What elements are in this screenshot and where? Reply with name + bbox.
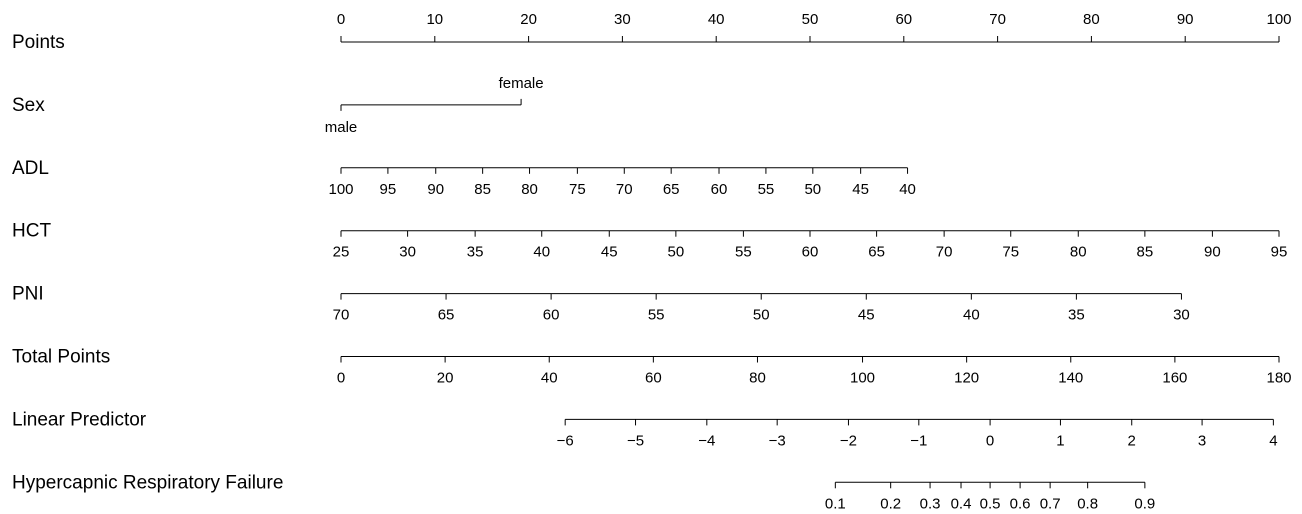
- tick-label: 30: [614, 11, 631, 28]
- row-label: HCT: [12, 221, 51, 242]
- tick-label: 180: [1266, 369, 1291, 386]
- tick-label: 30: [1173, 307, 1190, 324]
- tick-label: 90: [427, 181, 444, 198]
- tick-label: 60: [802, 244, 819, 261]
- tick-label: 4: [1269, 432, 1277, 449]
- tick-label: 3: [1198, 432, 1206, 449]
- row-label: Hypercapnic Respiratory Failure: [12, 472, 283, 493]
- tick-label: 85: [1137, 244, 1154, 261]
- tick-label: 95: [1271, 244, 1288, 261]
- tick-label: 70: [616, 181, 633, 198]
- tick-label: 100: [1266, 11, 1291, 28]
- tick-label: 25: [333, 244, 350, 261]
- tick-label: 0: [337, 369, 345, 386]
- row-label: ADL: [12, 158, 49, 179]
- tick-label: 60: [645, 369, 662, 386]
- tick-label: 95: [380, 181, 397, 198]
- tick-label: 30: [399, 244, 416, 261]
- tick-label: 120: [954, 369, 979, 386]
- tick-label: 40: [533, 244, 550, 261]
- tick-label: 35: [467, 244, 484, 261]
- tick-label: 0.6: [1010, 495, 1031, 512]
- tick-label: 100: [328, 181, 353, 198]
- tick-label: 2: [1128, 432, 1136, 449]
- tick-label: 1: [1056, 432, 1064, 449]
- tick-label: −2: [840, 432, 857, 449]
- tick-label: 10: [426, 11, 443, 28]
- tick-label: −4: [698, 432, 715, 449]
- tick-label: 40: [963, 307, 980, 324]
- tick-label: −1: [910, 432, 927, 449]
- tick-label: 0.9: [1134, 495, 1155, 512]
- tick-label: 90: [1177, 11, 1194, 28]
- tick-label: 40: [708, 11, 725, 28]
- tick-label: 50: [668, 244, 685, 261]
- tick-label: 100: [850, 369, 875, 386]
- tick-label: 35: [1068, 307, 1085, 324]
- tick-label: 0.1: [825, 495, 846, 512]
- tick-label: 60: [543, 307, 560, 324]
- tick-label: 90: [1204, 244, 1221, 261]
- tick-label: 85: [474, 181, 491, 198]
- row-label: Total Points: [12, 347, 110, 368]
- tick-label: 40: [899, 181, 916, 198]
- tick-label: 40: [541, 369, 558, 386]
- tick-label: 50: [802, 11, 819, 28]
- tick-label: female: [499, 75, 544, 92]
- tick-label: −5: [627, 432, 644, 449]
- tick-label: 140: [1058, 369, 1083, 386]
- tick-label: 45: [601, 244, 618, 261]
- row-label: Points: [12, 32, 65, 53]
- tick-label: 70: [333, 307, 350, 324]
- tick-label: 0.8: [1077, 495, 1098, 512]
- tick-label: 55: [648, 307, 665, 324]
- tick-label: −3: [769, 432, 786, 449]
- tick-label: 50: [753, 307, 770, 324]
- row-label: PNI: [12, 284, 44, 305]
- tick-label: 0.3: [920, 495, 941, 512]
- tick-label: 80: [521, 181, 538, 198]
- row-label: Linear Predictor: [12, 409, 147, 430]
- tick-label: 60: [895, 11, 912, 28]
- tick-label: 0: [337, 11, 345, 28]
- tick-label: 50: [804, 181, 821, 198]
- tick-label: 65: [663, 181, 680, 198]
- tick-label: 20: [520, 11, 537, 28]
- tick-label: 0.4: [951, 495, 972, 512]
- tick-label: 80: [749, 369, 766, 386]
- tick-label: 160: [1162, 369, 1187, 386]
- tick-label: 70: [936, 244, 953, 261]
- tick-label: 60: [711, 181, 728, 198]
- tick-label: 20: [437, 369, 454, 386]
- tick-label: 75: [569, 181, 586, 198]
- tick-label: 0.5: [980, 495, 1001, 512]
- tick-label: −6: [557, 432, 574, 449]
- tick-label: male: [325, 119, 358, 136]
- tick-label: 65: [868, 244, 885, 261]
- tick-label: 0: [986, 432, 994, 449]
- tick-label: 75: [1002, 244, 1019, 261]
- tick-label: 0.7: [1040, 495, 1061, 512]
- tick-label: 45: [852, 181, 869, 198]
- tick-label: 0.2: [880, 495, 901, 512]
- row-label: Sex: [12, 95, 45, 116]
- tick-label: 55: [758, 181, 775, 198]
- tick-label: 70: [989, 11, 1006, 28]
- tick-label: 80: [1070, 244, 1087, 261]
- tick-label: 45: [858, 307, 875, 324]
- tick-label: 80: [1083, 11, 1100, 28]
- tick-label: 65: [438, 307, 455, 324]
- tick-label: 55: [735, 244, 752, 261]
